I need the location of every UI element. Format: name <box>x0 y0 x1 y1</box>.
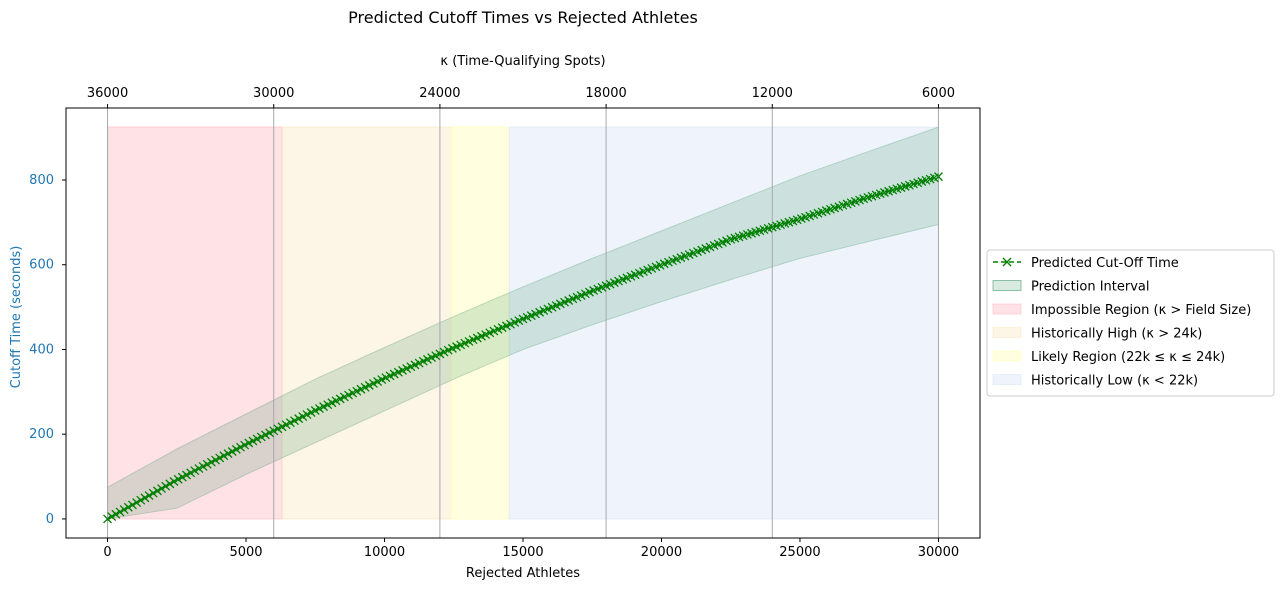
series-marker <box>103 514 113 524</box>
legend-label: Historically Low (κ < 22k) <box>1031 374 1198 389</box>
x-tick-label: 0 <box>103 545 111 560</box>
series-marker <box>123 502 133 512</box>
series-marker <box>215 453 225 463</box>
legend-swatch-patch <box>992 303 1022 315</box>
x-axis-ticks: 0 5000 10000 15000 20000 25000 30000 <box>103 538 959 560</box>
top-tick-label: 24000 <box>419 86 460 101</box>
series-marker <box>132 498 142 508</box>
series-marker <box>177 472 187 482</box>
y-tick-label: 200 <box>29 427 54 442</box>
series-marker <box>152 486 162 496</box>
legend-label: Impossible Region (κ > Field Size) <box>1031 303 1251 318</box>
series-marker <box>157 484 167 493</box>
shaded-regions <box>107 126 939 520</box>
legend-label: Historically High (κ > 24k) <box>1031 327 1202 342</box>
top-tick-label: 12000 <box>752 86 793 101</box>
series-layer <box>103 172 943 524</box>
series-marker <box>148 488 158 498</box>
legend-swatch-patch <box>992 374 1022 385</box>
series-marker <box>219 451 229 461</box>
region-0 <box>107 126 283 520</box>
series-marker <box>198 461 208 471</box>
y-axis-label: Cutoff Time (seconds) <box>9 246 24 389</box>
series-marker <box>206 457 216 467</box>
legend-swatch-patch <box>992 327 1022 338</box>
series-marker <box>194 464 204 474</box>
series-marker <box>933 172 943 182</box>
series-marker <box>186 468 196 478</box>
legend-swatch-patch <box>992 350 1022 362</box>
x-tick-label: 10000 <box>364 545 405 560</box>
legend-swatch-marker <box>1002 257 1012 267</box>
region-2 <box>450 126 510 520</box>
top-tick-label: 18000 <box>585 86 626 101</box>
y-axis-ticks: 0 200 400 600 800 <box>29 173 66 527</box>
legend-swatch-patch <box>992 280 1022 291</box>
x-tick-label: 30000 <box>918 545 959 560</box>
legend-label: Likely Region (22k ≤ κ ≤ 24k) <box>1031 350 1225 365</box>
series-marker <box>128 500 137 510</box>
series-marker <box>107 512 117 522</box>
series-marker <box>115 507 125 517</box>
legend-label: Prediction Interval <box>1031 280 1150 295</box>
x-tick-label: 25000 <box>779 545 820 560</box>
series-marker <box>140 493 150 503</box>
series-marker <box>202 459 212 469</box>
x-tick-label: 15000 <box>502 545 543 560</box>
series-marker <box>169 477 179 486</box>
legend: Predicted Cut-Off Time Prediction Interva… <box>986 249 1275 397</box>
series-marker <box>211 455 221 465</box>
series-marker <box>111 509 121 519</box>
series-marker <box>227 447 237 456</box>
y-tick-label: 400 <box>29 342 54 357</box>
legend-box <box>986 249 1275 397</box>
legend-label: Predicted Cut-Off Time <box>1031 256 1179 271</box>
top-axis-ticks: 36000 30000 24000 18000 12000 6000 <box>87 86 955 108</box>
series-marker <box>136 495 146 505</box>
series-marker <box>119 505 129 515</box>
top-tick-label: 36000 <box>87 86 128 101</box>
region-3 <box>508 126 939 520</box>
grid-lines <box>107 108 939 538</box>
series-marker <box>173 474 183 484</box>
series-marker <box>161 481 171 491</box>
series-marker <box>236 442 245 452</box>
series-marker <box>165 479 175 489</box>
region-1 <box>281 126 452 520</box>
y-tick-label: 800 <box>29 173 54 188</box>
series-marker <box>182 470 191 480</box>
top-tick-label: 6000 <box>922 86 955 101</box>
x-tick-label: 5000 <box>229 545 262 560</box>
x-axis-label: Rejected Athletes <box>466 566 580 581</box>
top-axis-label: κ (Time-Qualifying Spots) <box>440 54 605 69</box>
series-marker <box>231 444 241 454</box>
top-tick-label: 30000 <box>253 86 294 101</box>
y-tick-label: 0 <box>46 512 54 527</box>
series-marker <box>144 491 154 501</box>
x-tick-label: 20000 <box>641 545 682 560</box>
series-marker <box>223 449 233 459</box>
y-tick-label: 600 <box>29 258 54 273</box>
chart-title: Predicted Cutoff Times vs Rejected Athle… <box>348 8 698 27</box>
series-marker <box>190 466 200 476</box>
